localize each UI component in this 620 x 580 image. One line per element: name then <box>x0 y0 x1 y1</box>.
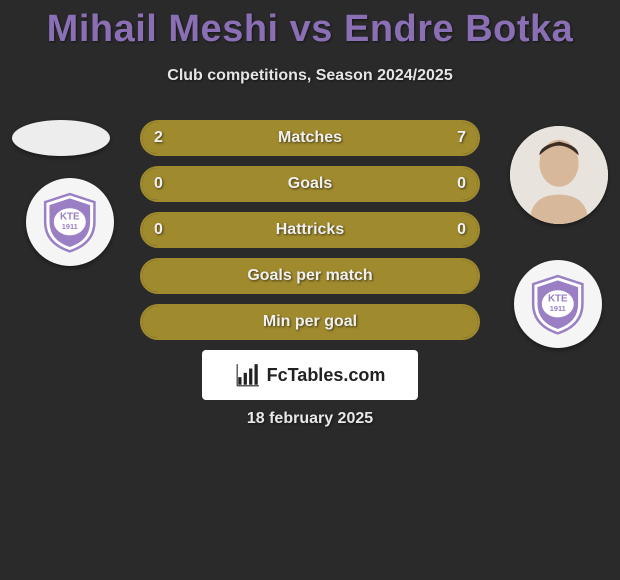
stat-label: Goals per match <box>142 267 478 285</box>
stat-row: 00Goals <box>140 166 480 202</box>
svg-text:KTE: KTE <box>548 294 568 305</box>
comparison-title: Mihail Meshi vs Endre Botka <box>0 0 620 51</box>
stat-row: 27Matches <box>140 120 480 156</box>
svg-text:KTE: KTE <box>60 212 80 223</box>
brand-watermark: FcTables.com <box>202 350 418 400</box>
stat-label: Matches <box>142 129 478 147</box>
comparison-date: 18 february 2025 <box>0 410 620 428</box>
stat-label: Goals <box>142 175 478 193</box>
stat-row: 00Hattricks <box>140 212 480 248</box>
stat-label: Min per goal <box>142 313 478 331</box>
svg-text:1911: 1911 <box>62 222 78 231</box>
svg-text:1911: 1911 <box>550 304 566 313</box>
stats-bars: 27Matches 00Goals 00Hattricks Goals per mat… <box>140 120 480 350</box>
shield-icon: KTE 1911 <box>39 191 101 253</box>
player-left-avatar <box>12 120 110 156</box>
bar-chart-icon <box>235 362 261 388</box>
brand-label: FcTables.com <box>267 365 386 386</box>
stat-row: Min per goal <box>140 304 480 340</box>
club-right-badge: KTE 1911 <box>514 260 602 348</box>
player-right-avatar <box>510 126 608 224</box>
club-left-badge: KTE 1911 <box>26 178 114 266</box>
comparison-subtitle: Club competitions, Season 2024/2025 <box>0 67 620 85</box>
person-icon <box>510 126 608 224</box>
shield-icon: KTE 1911 <box>527 273 589 335</box>
stat-label: Hattricks <box>142 221 478 239</box>
stat-row: Goals per match <box>140 258 480 294</box>
